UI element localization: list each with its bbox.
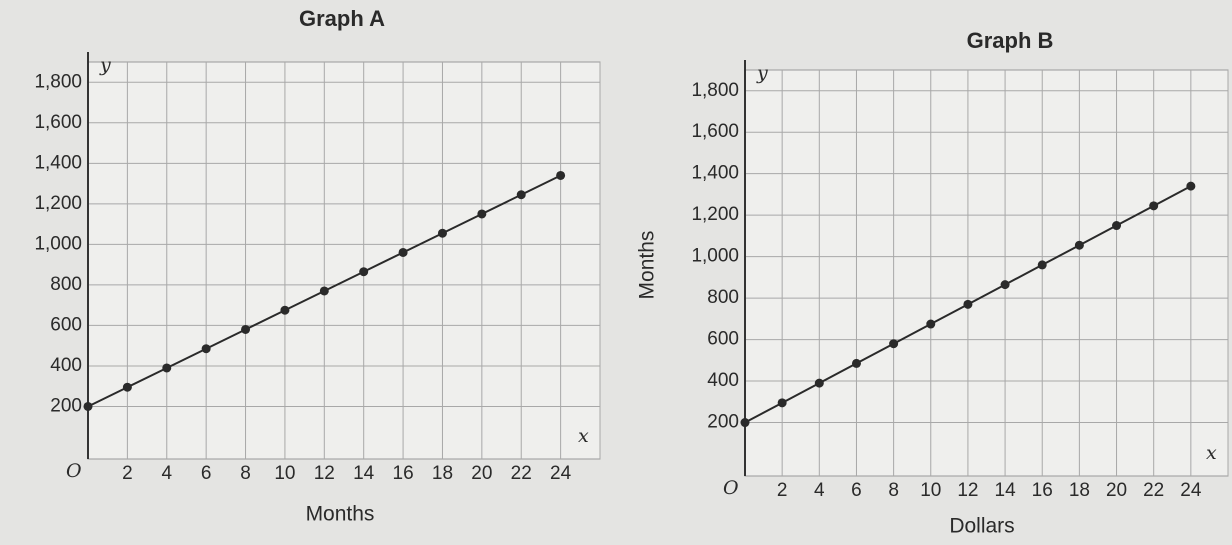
y-tick-label: 400	[50, 355, 82, 376]
y-tick-label: 1,200	[691, 204, 739, 225]
x-symbol: x	[578, 425, 589, 447]
data-point	[319, 286, 329, 296]
y-tick-label: 1,800	[691, 80, 739, 101]
data-point	[556, 170, 566, 180]
data-point	[851, 358, 861, 368]
data-point	[122, 382, 132, 392]
x-tick-label: 22	[511, 463, 532, 484]
x-axis-title: Months	[306, 503, 375, 526]
y-axis-title: Months	[636, 231, 659, 300]
x-tick-label: 8	[888, 480, 899, 501]
x-tick-label: 4	[814, 480, 825, 501]
data-point	[201, 344, 211, 354]
y-tick-label: 200	[50, 395, 82, 416]
data-point	[926, 319, 936, 329]
data-point	[963, 299, 973, 309]
data-point	[83, 401, 93, 411]
data-point	[516, 190, 526, 200]
data-point	[814, 378, 824, 388]
y-tick-label: 1,000	[691, 246, 739, 267]
y-tick-label: 800	[50, 274, 82, 295]
origin: O	[66, 460, 82, 482]
x-tick-label: 6	[201, 463, 212, 484]
x-tick-label: 12	[957, 480, 978, 501]
x-tick-label: 18	[432, 463, 453, 484]
x-tick-label: 10	[274, 463, 295, 484]
chart-title: Graph B	[967, 28, 1054, 53]
x-tick-label: 20	[1106, 480, 1127, 501]
y-symbol: y	[99, 54, 111, 76]
data-point	[1186, 181, 1196, 191]
plot-area	[87, 61, 601, 460]
data-point	[359, 267, 369, 277]
x-tick-label: 24	[1180, 480, 1202, 501]
x-tick-label: 2	[777, 480, 788, 501]
x-tick-label: 12	[314, 463, 335, 484]
y-tick-label: 200	[707, 412, 739, 433]
data-point	[477, 209, 487, 219]
x-tick-label: 14	[353, 463, 375, 484]
y-tick-label: 600	[707, 329, 739, 350]
data-point	[1112, 221, 1122, 231]
y-tick-label: 1,400	[691, 163, 739, 184]
y-symbol: y	[756, 62, 768, 84]
data-point	[1037, 260, 1047, 270]
x-tick-label: 16	[1032, 480, 1053, 501]
x-tick-label: 24	[550, 463, 572, 484]
y-tick-label: 400	[707, 370, 739, 391]
x-symbol: x	[1206, 442, 1217, 464]
y-tick-label: 1,000	[34, 233, 82, 254]
y-tick-label: 1,600	[34, 112, 82, 133]
data-point	[398, 247, 408, 257]
x-tick-label: 20	[471, 463, 492, 484]
data-point	[740, 418, 750, 428]
y-tick-label: 1,600	[691, 121, 739, 142]
y-tick-label: 1,400	[34, 152, 82, 173]
data-point	[1000, 280, 1010, 290]
y-tick-label: 600	[50, 314, 82, 335]
x-tick-label: 10	[920, 480, 941, 501]
data-point	[777, 398, 787, 408]
x-tick-label: 2	[122, 463, 133, 484]
data-point	[437, 228, 447, 238]
chart-title: Graph A	[299, 6, 385, 31]
data-point	[889, 339, 899, 349]
x-tick-label: 8	[240, 463, 251, 484]
x-tick-label: 6	[851, 480, 862, 501]
y-tick-label: 800	[707, 287, 739, 308]
data-point	[1149, 201, 1159, 211]
x-tick-label: 16	[393, 463, 414, 484]
x-tick-label: 4	[161, 463, 172, 484]
data-point	[241, 324, 251, 334]
x-tick-label: 18	[1069, 480, 1090, 501]
plot-area	[744, 69, 1229, 477]
data-point	[280, 305, 290, 315]
data-point	[162, 363, 172, 373]
x-axis-title: Dollars	[949, 515, 1014, 538]
data-point	[1074, 240, 1084, 250]
origin: O	[723, 477, 739, 499]
y-tick-label: 1,800	[34, 71, 82, 92]
y-tick-label: 1,200	[34, 193, 82, 214]
x-tick-label: 22	[1143, 480, 1164, 501]
x-tick-label: 14	[995, 480, 1017, 501]
